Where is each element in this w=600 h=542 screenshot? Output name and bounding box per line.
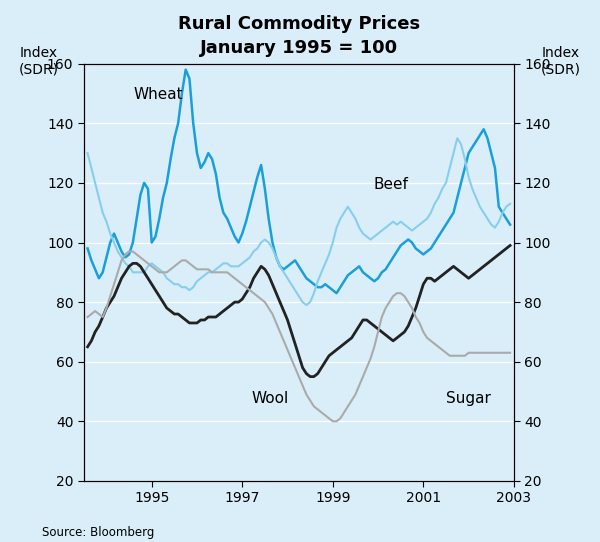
Text: Wheat: Wheat	[134, 87, 183, 102]
Text: Sugar: Sugar	[446, 391, 491, 406]
Y-axis label: Index
(SDR): Index (SDR)	[541, 46, 581, 76]
Text: Wool: Wool	[251, 391, 289, 406]
Title: Rural Commodity Prices
January 1995 = 100: Rural Commodity Prices January 1995 = 10…	[178, 15, 420, 56]
Y-axis label: Index
(SDR): Index (SDR)	[19, 46, 59, 76]
Text: Source: Bloomberg: Source: Bloomberg	[42, 526, 154, 539]
Text: Beef: Beef	[374, 177, 409, 192]
